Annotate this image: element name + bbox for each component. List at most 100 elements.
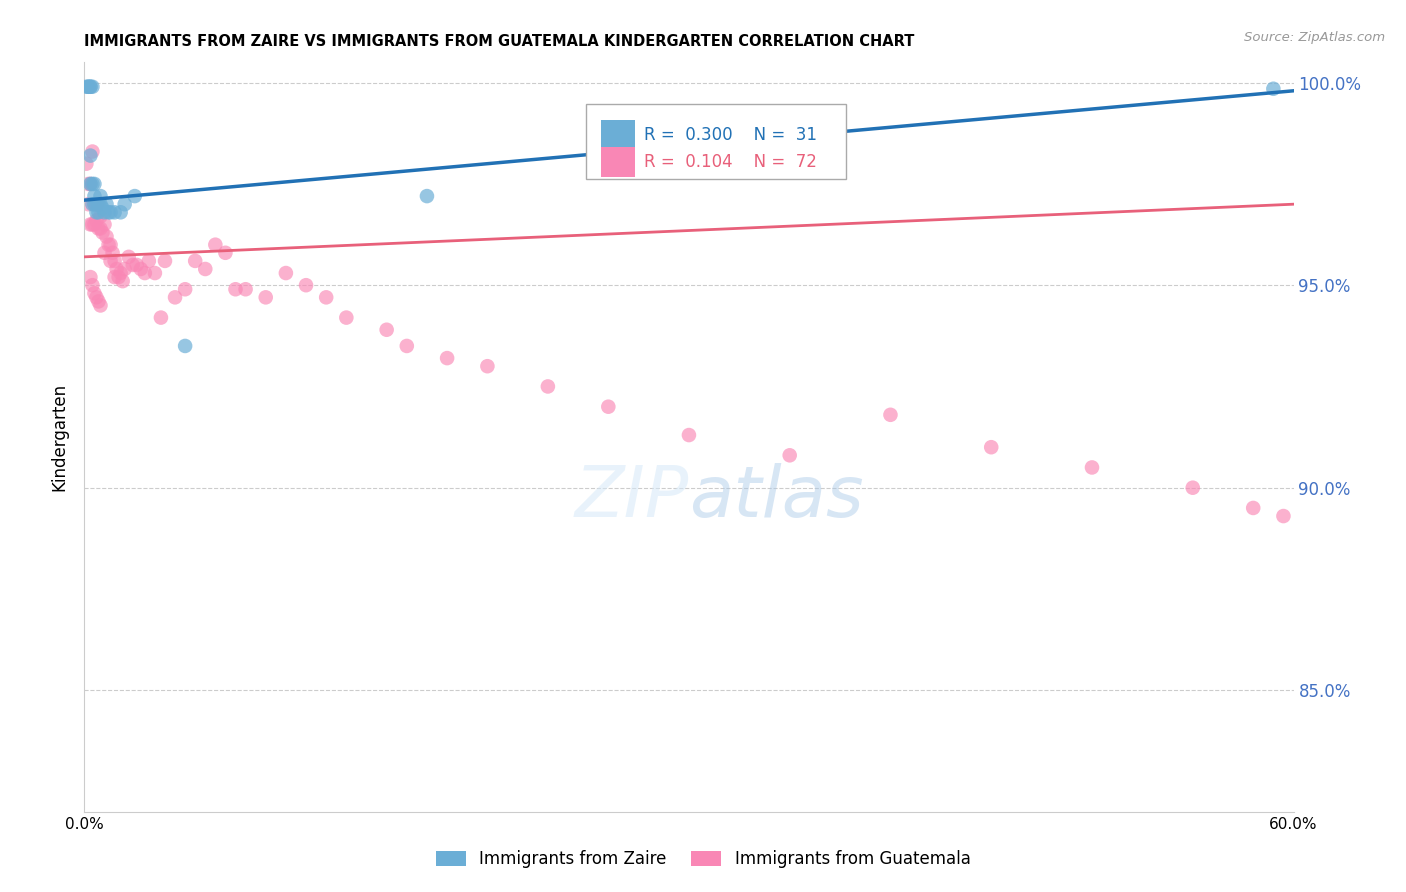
Point: [295, 278, 318, 293]
Point: [153, 253, 176, 268]
Point: [75, 79, 97, 94]
Point: [79, 79, 101, 94]
Point: [174, 282, 197, 296]
Point: [79, 218, 101, 232]
Point: [598, 400, 620, 414]
Point: [184, 253, 207, 268]
Point: [87, 197, 110, 211]
Point: [204, 237, 226, 252]
Point: [118, 250, 141, 264]
Point: [83, 197, 105, 211]
Point: [77, 79, 100, 94]
Point: [93, 205, 115, 219]
Point: [1241, 500, 1264, 515]
Point: [83, 177, 105, 191]
Point: [82, 197, 104, 211]
Bar: [586, 103, 846, 178]
Point: [225, 282, 247, 296]
Point: [101, 245, 124, 260]
Point: [87, 197, 110, 211]
Point: [416, 189, 439, 203]
Point: [879, 408, 901, 422]
Text: ZIP: ZIP: [575, 463, 689, 532]
Bar: [600, 120, 634, 150]
Point: [114, 262, 136, 277]
Point: [100, 237, 122, 252]
Point: [315, 290, 337, 304]
Point: [980, 440, 1002, 454]
Point: [86, 197, 108, 211]
Point: [194, 262, 217, 277]
Point: [375, 323, 398, 337]
Point: [83, 286, 105, 301]
Point: [89, 298, 111, 312]
Point: [93, 218, 115, 232]
Point: [149, 310, 172, 325]
Point: [87, 294, 110, 309]
Legend: Immigrants from Zaire, Immigrants from Guatemala: Immigrants from Zaire, Immigrants from G…: [429, 844, 977, 875]
Point: [111, 274, 134, 288]
Point: [125, 258, 148, 272]
Point: [143, 266, 166, 280]
Point: [91, 226, 114, 240]
Point: [82, 145, 104, 159]
Point: [97, 237, 120, 252]
Point: [121, 258, 143, 272]
Point: [1181, 481, 1204, 495]
Point: [97, 205, 120, 219]
Point: [89, 197, 111, 211]
Point: [214, 245, 236, 260]
Point: [83, 218, 105, 232]
Text: R =  0.104    N =  72: R = 0.104 N = 72: [644, 153, 817, 171]
Point: [104, 205, 127, 219]
Point: [91, 201, 114, 215]
Point: [134, 266, 156, 280]
Point: [165, 290, 187, 304]
Point: [82, 218, 104, 232]
Point: [79, 177, 101, 191]
Point: [87, 221, 110, 235]
Point: [77, 79, 100, 94]
Point: [86, 197, 108, 211]
Point: [124, 189, 146, 203]
Point: [89, 210, 111, 224]
Point: [77, 177, 100, 191]
Point: [87, 205, 110, 219]
Point: [96, 197, 118, 211]
Point: [86, 205, 108, 219]
Point: [129, 262, 152, 277]
Point: [678, 428, 700, 442]
Text: IMMIGRANTS FROM ZAIRE VS IMMIGRANTS FROM GUATEMALA KINDERGARTEN CORRELATION CHAR: IMMIGRANTS FROM ZAIRE VS IMMIGRANTS FROM…: [84, 34, 915, 49]
Point: [89, 189, 111, 203]
Point: [107, 270, 129, 285]
Point: [138, 253, 160, 268]
Point: [83, 197, 105, 211]
Point: [83, 189, 105, 203]
Point: [86, 213, 108, 227]
Point: [79, 79, 101, 94]
Point: [82, 278, 104, 293]
Point: [105, 262, 128, 277]
Point: [114, 197, 136, 211]
Text: R =  0.300    N =  31: R = 0.300 N = 31: [644, 126, 817, 145]
Point: [779, 448, 801, 462]
Point: [436, 351, 458, 365]
Point: [79, 177, 101, 191]
Point: [79, 270, 101, 285]
Point: [89, 221, 111, 235]
Point: [1081, 460, 1104, 475]
Point: [254, 290, 277, 304]
Point: [79, 148, 101, 162]
Point: [1263, 82, 1285, 96]
Point: [75, 157, 97, 171]
Text: atlas: atlas: [689, 463, 863, 532]
Point: [1272, 509, 1295, 524]
Point: [335, 310, 357, 325]
Point: [93, 245, 115, 260]
Point: [477, 359, 499, 374]
Point: [274, 266, 297, 280]
Point: [104, 270, 127, 285]
Point: [86, 290, 108, 304]
Bar: [600, 147, 634, 178]
Point: [537, 379, 560, 393]
